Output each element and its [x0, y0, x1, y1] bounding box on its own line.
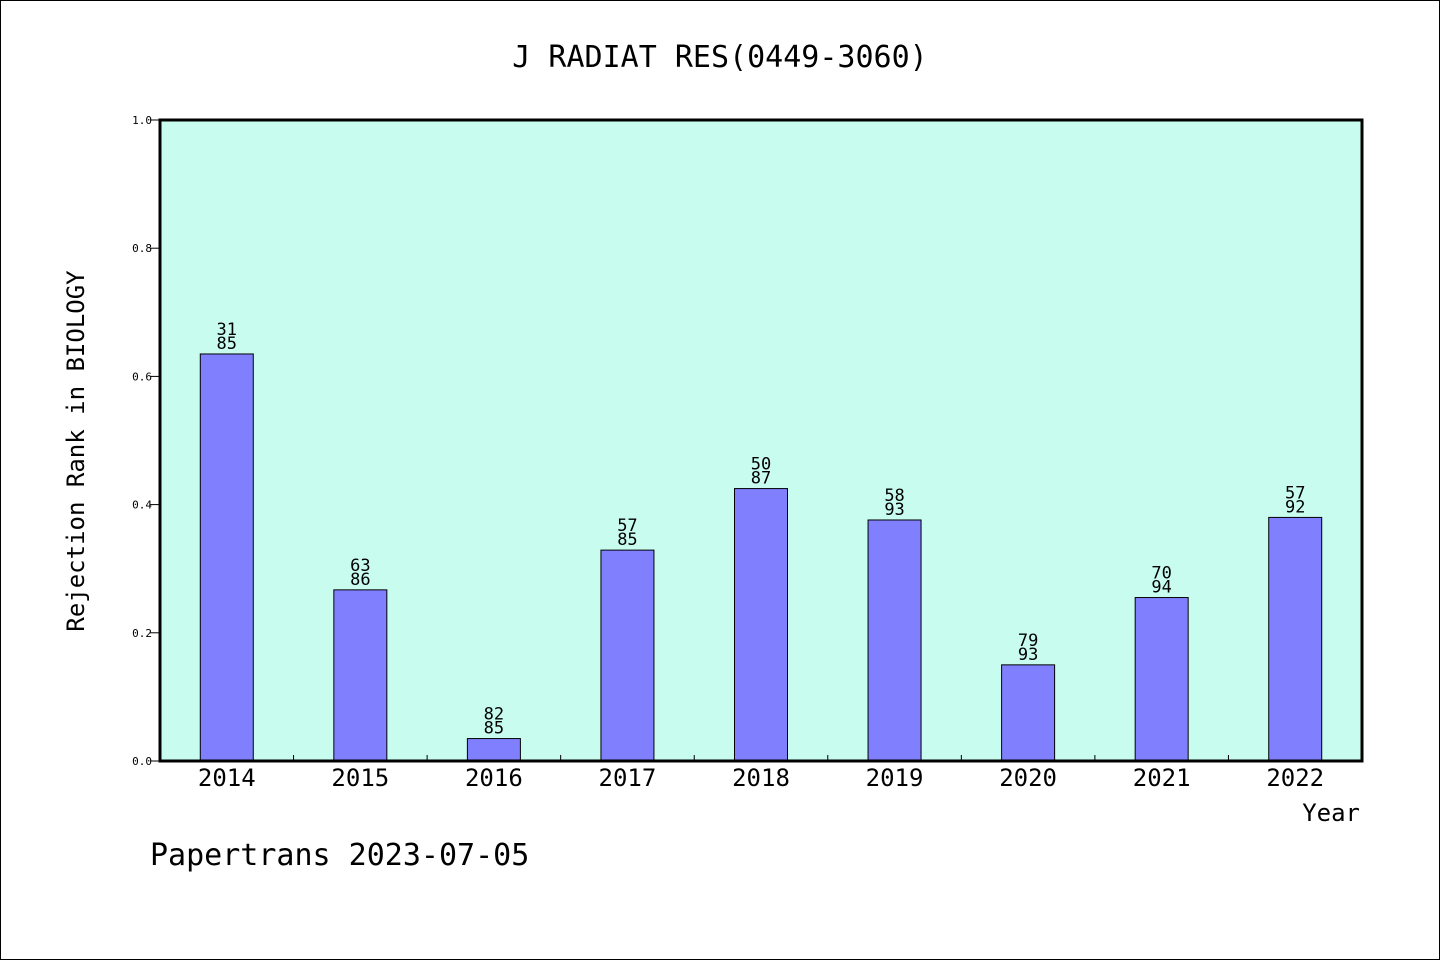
x-tick-label: 2020 — [999, 764, 1057, 792]
bar-label-top: 57 — [617, 516, 637, 536]
bar-label-bottom: 93 — [884, 500, 904, 520]
footer-text: Papertrans 2023-07-05 — [150, 838, 529, 873]
bar-2018 — [734, 488, 788, 762]
x-axis-ticks: 2014 2015 2016 2017 2018 2019 2020 2021 2022 — [198, 755, 1324, 792]
y-tick-label: 0.4 — [132, 499, 152, 512]
x-tick-label: 2019 — [866, 764, 924, 792]
plot-border — [158, 118, 1364, 763]
bar-label-top: 82 — [484, 705, 504, 725]
bar-label-top: 57 — [1285, 483, 1305, 503]
y-tick-label: 0.8 — [132, 242, 152, 255]
bar-2017 — [600, 549, 655, 762]
bar-2021 — [1134, 597, 1189, 762]
bar-2022 — [1268, 516, 1323, 762]
x-tick-label: 2017 — [599, 764, 657, 792]
bar-label-bottom: 85 — [484, 719, 504, 739]
x-tick-label: 2015 — [331, 764, 389, 792]
y-tick-label: 0.2 — [132, 627, 152, 640]
bar-label-bottom: 87 — [751, 469, 771, 489]
x-axis-label: Year — [1302, 799, 1360, 827]
bar-label-top: 58 — [884, 486, 904, 506]
bar-2016 — [466, 738, 521, 762]
x-tick-label: 2016 — [465, 764, 523, 792]
y-axis-ticks: 0.0 0.2 0.4 0.6 0.8 1.0 — [132, 114, 160, 768]
bar-label-bottom: 93 — [1018, 645, 1038, 665]
y-tick-label: 0.6 — [132, 370, 152, 383]
y-tick-label: 1.0 — [132, 114, 152, 127]
bar-label-bottom: 94 — [1151, 578, 1171, 598]
x-tick-label: 2014 — [198, 764, 256, 792]
bar-label-top: 70 — [1151, 564, 1171, 584]
bar-label-bottom: 92 — [1285, 497, 1305, 517]
bar-label-top: 63 — [350, 556, 370, 576]
bar-label-bottom: 85 — [617, 530, 637, 550]
x-tick-label: 2021 — [1133, 764, 1191, 792]
bar-label-top: 31 — [217, 320, 237, 340]
bar-2015 — [333, 589, 388, 762]
bar-2014 — [199, 353, 254, 762]
chart-title: J RADIAT RES(0449-3060) — [512, 40, 927, 75]
bar-label-top: 79 — [1018, 631, 1038, 651]
bar-label-top: 50 — [751, 455, 771, 475]
bar-2020 — [1001, 664, 1056, 762]
bar-2019 — [867, 519, 922, 762]
y-tick-label: 0.0 — [132, 755, 152, 768]
x-tick-label: 2022 — [1266, 764, 1324, 792]
bar-label-bottom: 86 — [350, 570, 370, 590]
x-tick-label: 2018 — [732, 764, 790, 792]
bar-label-bottom: 85 — [217, 334, 237, 354]
y-axis-label: Rejection Rank in BIOLOGY — [62, 270, 90, 632]
